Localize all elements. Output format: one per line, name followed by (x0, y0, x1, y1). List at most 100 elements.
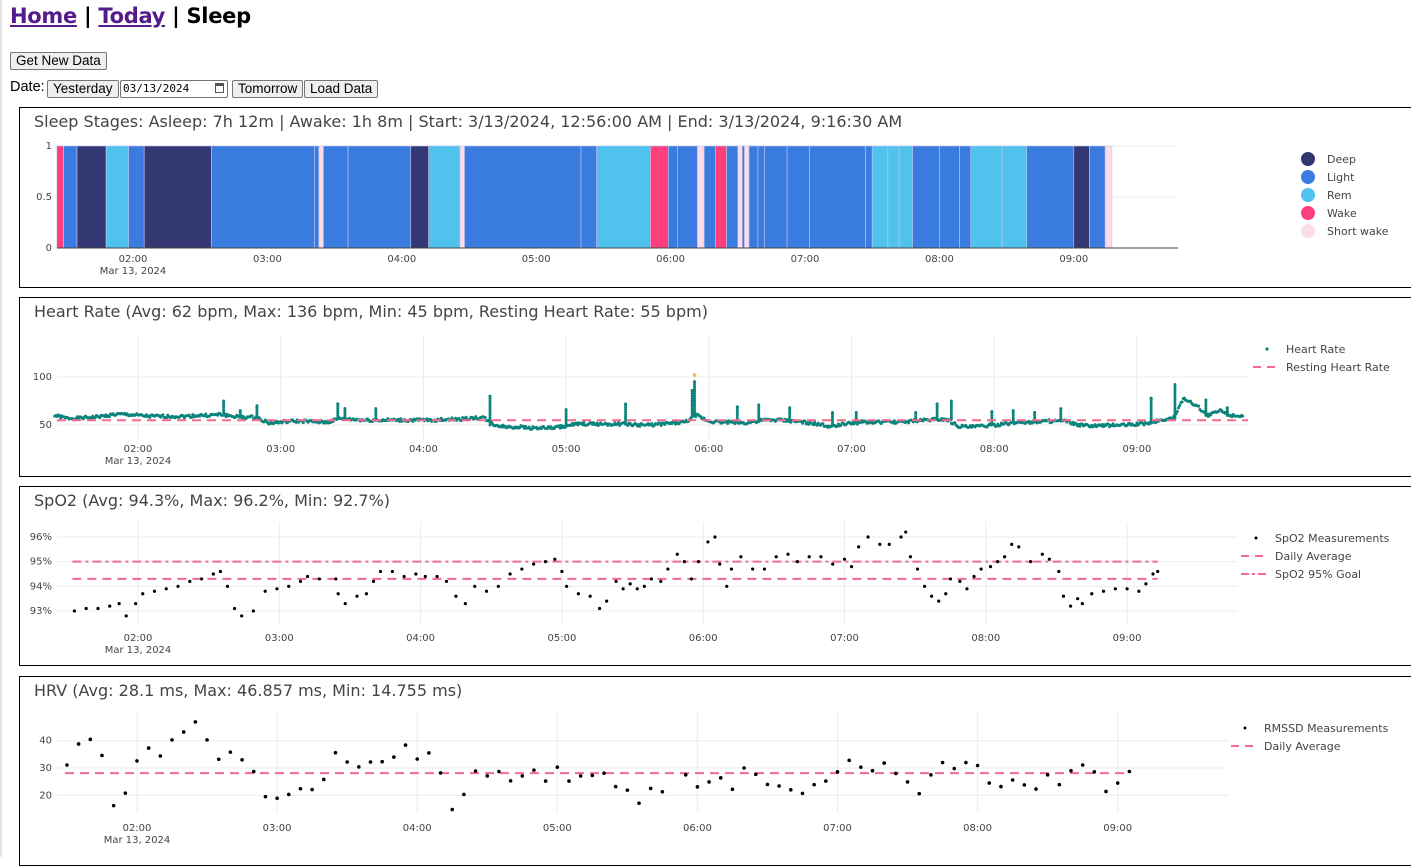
heart-rate-chart[interactable]: Heart Rate (Avg: 62 bpm, Max: 136 bpm, M… (19, 297, 1411, 477)
x-tick-label: 05:00 (547, 633, 576, 644)
heart-rate-point (1106, 422, 1110, 426)
heart-rate-point (998, 424, 1002, 428)
hrv-point (427, 751, 431, 755)
heart-rate-point (693, 411, 697, 415)
spo2-point (565, 584, 569, 588)
spo2-point (1003, 555, 1007, 559)
home-link[interactable]: Home (10, 4, 77, 28)
spo2-point (225, 584, 230, 588)
heart-rate-point (624, 410, 628, 414)
hrv-point (742, 766, 746, 770)
heart-rate-point (674, 422, 678, 426)
yesterday-button[interactable]: Yesterday (47, 80, 119, 98)
sleep-stage-bar-light (314, 145, 320, 249)
y-tick-label: 0.5 (36, 192, 52, 203)
spo2-chart[interactable]: SpO2 (Avg: 94.3%, Max: 96.2%, Min: 92.7%… (19, 486, 1411, 666)
spo2-point (141, 592, 145, 596)
heart-rate-point (374, 413, 378, 417)
hrv-panel: HRV (Avg: 28.1 ms, Max: 46.857 ms, Min: … (19, 676, 1411, 866)
today-link[interactable]: Today (98, 4, 166, 28)
spo2-point (1057, 569, 1061, 574)
heart-rate-point (935, 415, 939, 419)
hrv-point (228, 750, 233, 754)
heart-rate-point (935, 412, 939, 416)
spo2-point (454, 594, 458, 598)
heart-rate-point (343, 416, 347, 420)
hrv-point (251, 769, 256, 774)
hrv-point (473, 769, 478, 773)
heart-rate-point (616, 421, 620, 425)
spo2-point (496, 584, 500, 588)
tomorrow-button[interactable]: Tomorrow (232, 80, 304, 98)
legend-marker-rmssd (1243, 726, 1247, 730)
heart-rate-point (1173, 411, 1177, 415)
sleep-stage-bar-light (939, 145, 960, 249)
heart-rate-point (1149, 421, 1153, 425)
sleep-stage-bar-light (741, 145, 745, 249)
spo2-point (543, 560, 548, 564)
spo2-point (605, 599, 609, 603)
y-tick-label: 30 (39, 763, 52, 774)
heart-rate-point (336, 402, 340, 406)
hrv-chart[interactable]: HRV (Avg: 28.1 ms, Max: 46.857 ms, Min: … (19, 676, 1411, 866)
breadcrumb-separator: | (83, 4, 92, 28)
spo2-point (84, 606, 88, 611)
spo2-point (298, 579, 303, 583)
spo2-point (857, 545, 861, 549)
legend-label: Heart Rate (1286, 343, 1346, 356)
heart-rate-point (374, 416, 378, 420)
x-tick-label: 05:00 (543, 823, 572, 834)
spo2-point (520, 567, 524, 571)
heart-rate-point (255, 408, 259, 412)
load-data-button[interactable]: Load Data (304, 80, 379, 98)
spo2-point (774, 555, 778, 559)
hrv-point (590, 773, 595, 778)
heart-rate-point (488, 409, 492, 413)
get-new-data-button[interactable]: Get New Data (10, 52, 107, 70)
hrv-point (835, 770, 840, 774)
heart-rate-point (250, 414, 254, 418)
spo2-point (725, 584, 729, 588)
legend-marker-wake (1301, 206, 1315, 220)
hrv-point (543, 779, 548, 783)
heart-rate-point (757, 407, 761, 411)
heart-rate-point (854, 416, 858, 420)
date-input[interactable]: 03/13/2024 (120, 80, 228, 98)
hrv-point (1127, 769, 1132, 774)
sleep-stage-bar-rem (1001, 145, 1028, 249)
spo2-point (628, 582, 632, 586)
hrv-point (520, 774, 525, 778)
sleep-stages-chart[interactable]: Sleep Stages: Asleep: 7h 12m | Awake: 1h… (19, 107, 1411, 288)
heart-rate-point (1204, 409, 1208, 413)
hrv-point (205, 738, 209, 742)
chart-title: SpO2 (Avg: 94.3%, Max: 96.2%, Min: 92.7%… (34, 491, 390, 510)
hrv-point (683, 773, 688, 777)
legend-marker-short-wake (1301, 224, 1315, 238)
hrv-point (286, 792, 291, 797)
heart-rate-point (148, 415, 152, 419)
calendar-icon[interactable] (215, 83, 224, 93)
heart-rate-point (735, 415, 739, 419)
heart-rate-point (690, 394, 694, 398)
heart-rate-point (690, 404, 694, 408)
heart-rate-point (624, 405, 628, 409)
heart-rate-point (564, 417, 568, 421)
heart-rate-point (735, 413, 739, 417)
heart-rate-point (222, 405, 226, 409)
heart-rate-point (693, 385, 697, 389)
heart-rate-point (733, 422, 737, 426)
heart-rate-point (1149, 399, 1153, 403)
heart-rate-point (1059, 414, 1063, 418)
spo2-point (1144, 582, 1148, 586)
x-tick-label: 05:00 (522, 254, 551, 265)
legend-label: Daily Average (1275, 550, 1352, 563)
heart-rate-point (1178, 403, 1182, 407)
heart-rate-point (1059, 407, 1063, 411)
hrv-point (462, 792, 466, 797)
legend-label: Rem (1327, 189, 1352, 202)
heart-rate-point (1173, 395, 1177, 399)
spo2-point (508, 572, 512, 576)
spo2-point (1125, 587, 1129, 591)
heart-rate-point (1225, 406, 1229, 410)
sleep-stage-bar-deep (1073, 145, 1090, 249)
